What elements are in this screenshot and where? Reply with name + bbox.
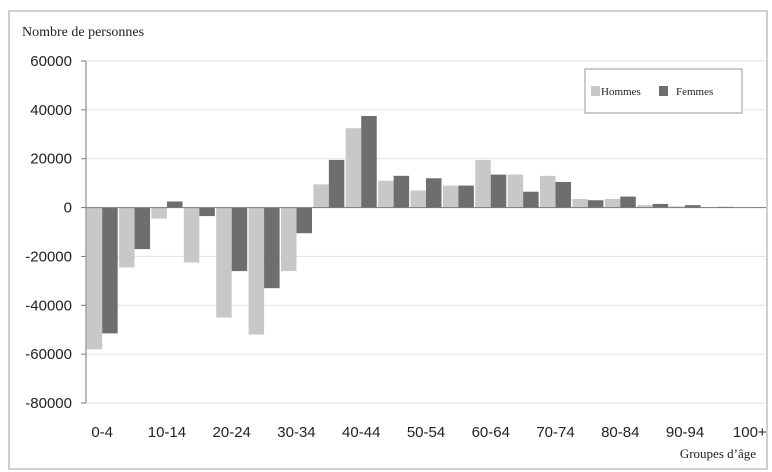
x-tick-label: 20-24 (213, 424, 251, 441)
bar-hommes (151, 207, 167, 219)
bar-femmes (685, 205, 701, 208)
bar-femmes (426, 178, 442, 208)
bar-hommes (410, 190, 426, 208)
y-axis-title: Nombre de personnes (22, 25, 144, 40)
bar-hommes (378, 180, 394, 208)
bar-femmes (393, 175, 410, 208)
bar-hommes (313, 184, 329, 208)
bar-hommes (540, 175, 556, 208)
x-tick-label: 90-94 (666, 424, 704, 441)
bar-femmes (458, 185, 474, 208)
bar-femmes (134, 207, 151, 250)
bar-femmes (652, 203, 669, 208)
y-tick-label: -80000 (25, 395, 72, 412)
bar-hommes (345, 128, 362, 208)
bar-femmes (490, 174, 507, 208)
bar-hommes (572, 199, 588, 208)
bar-femmes (555, 181, 572, 208)
bar-femmes (620, 196, 636, 208)
x-tick-label: 0-4 (91, 424, 113, 441)
bar-hommes (507, 174, 524, 208)
x-tick-label: 70-74 (536, 424, 574, 441)
legend-swatch-femmes (659, 86, 668, 96)
bar-hommes (216, 207, 232, 318)
bar-hommes (637, 205, 653, 208)
bar-hommes (280, 207, 297, 272)
y-tick-label: -40000 (25, 297, 72, 314)
bar-hommes (183, 207, 200, 263)
bar-femmes (264, 207, 280, 289)
x-tick-label: 100+ (733, 424, 767, 441)
bar-hommes (669, 206, 686, 208)
y-tick-label: -60000 (25, 346, 72, 363)
bar-hommes (442, 185, 459, 208)
bar-femmes (328, 159, 345, 208)
legend-label-femmes: Femmes (676, 86, 713, 98)
bar-femmes (587, 200, 604, 208)
legend: Hommes Femmes (584, 68, 743, 114)
y-tick-label: 0 (64, 200, 72, 217)
x-tick-label: 10-14 (148, 424, 186, 441)
bar-hommes (119, 207, 135, 268)
bar-hommes (86, 207, 103, 350)
x-axis-title: Groupes d’âge (680, 446, 756, 461)
bar-femmes (166, 201, 183, 208)
bar-femmes (523, 191, 539, 208)
legend-label-hommes: Hommes (601, 86, 641, 98)
bar-hommes (475, 159, 491, 208)
x-tick-label: 80-84 (601, 424, 639, 441)
y-tick-label: -20000 (25, 248, 72, 265)
x-tick-label: 30-34 (277, 424, 315, 441)
legend-swatch-hommes (591, 86, 600, 96)
x-tick-label: 40-44 (342, 424, 380, 441)
bar-hommes (604, 199, 621, 208)
y-tick-label: 20000 (30, 151, 72, 168)
y-tick-label: 60000 (30, 53, 72, 70)
bar-femmes (102, 207, 118, 334)
bar-femmes (361, 115, 377, 208)
x-tick-label: 60-64 (472, 424, 510, 441)
bar-femmes (296, 207, 312, 234)
bar-femmes (231, 207, 248, 272)
bar-hommes (248, 207, 265, 335)
x-tick-label: 50-54 (407, 424, 445, 441)
y-tick-label: 40000 (30, 102, 72, 119)
bar-femmes (199, 207, 215, 217)
